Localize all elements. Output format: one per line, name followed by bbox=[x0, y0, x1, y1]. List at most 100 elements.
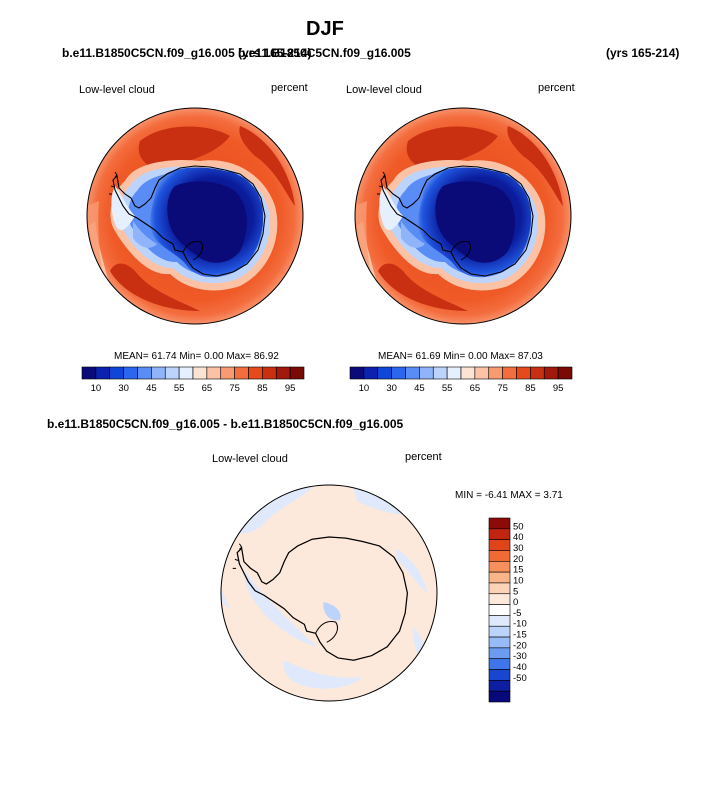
colorbar-tick-label: -15 bbox=[513, 630, 527, 641]
colorbar-box bbox=[349, 366, 365, 380]
panel2-units-label: percent bbox=[538, 82, 575, 94]
colorbar-tick-label: 5 bbox=[513, 586, 518, 597]
colorbar-tick-label: 30 bbox=[513, 543, 524, 554]
diff-case-title: b.e11.B1850C5CN.f09_g16.005 - b.e11.B185… bbox=[47, 417, 404, 431]
diff-units-label: percent bbox=[405, 451, 442, 463]
colorbar-box bbox=[275, 366, 291, 380]
panel2-map bbox=[355, 108, 571, 324]
figure-title: DJF bbox=[306, 18, 344, 40]
panel1-min-label: Min= bbox=[179, 351, 202, 362]
colorbar-tick-label: 10 bbox=[359, 383, 370, 394]
colorbar-box bbox=[488, 625, 511, 638]
colorbar-tick-label: -40 bbox=[513, 662, 527, 673]
colorbar-tick-label: -20 bbox=[513, 640, 527, 651]
colorbar-tick-label: 20 bbox=[513, 554, 524, 565]
colorbar-box bbox=[95, 366, 111, 380]
colorbar-tick-label: 50 bbox=[513, 521, 524, 532]
colorbar-tick-label: -5 bbox=[513, 608, 521, 619]
colorbar-box bbox=[516, 366, 531, 380]
panel1-mean-label: MEAN= bbox=[114, 351, 149, 362]
colorbar-box bbox=[446, 366, 462, 380]
colorbar-tick-label: 10 bbox=[91, 383, 102, 394]
panel2-min-value: 0.00 bbox=[468, 351, 488, 362]
colorbar-box bbox=[488, 690, 511, 703]
colorbar-box bbox=[488, 636, 511, 649]
panel2-case-title: b.e11.B1850C5CN.f09_g16.005 bbox=[238, 46, 411, 60]
colorbar-box bbox=[123, 366, 138, 380]
panel2-years: (yrs 165-214) bbox=[606, 46, 680, 60]
colorbar-tick-label: -30 bbox=[513, 651, 527, 662]
colorbar-box bbox=[405, 366, 420, 380]
colorbar-box bbox=[419, 366, 434, 380]
colorbar-tick-label: 85 bbox=[525, 383, 536, 394]
colorbar-box bbox=[488, 550, 511, 562]
colorbar-box bbox=[192, 366, 208, 380]
colorbar-tick-label: 45 bbox=[146, 383, 157, 394]
diff-map bbox=[221, 485, 437, 701]
colorbar-box bbox=[460, 366, 476, 380]
colorbar-tick-label: 0 bbox=[513, 597, 518, 608]
colorbar-box bbox=[488, 560, 511, 573]
colorbar-tick-label: -50 bbox=[513, 673, 527, 684]
colorbar-box bbox=[234, 366, 249, 380]
colorbar-box bbox=[488, 366, 503, 380]
panel2-map-border bbox=[354, 107, 572, 325]
colorbar-tick-label: 95 bbox=[285, 383, 296, 394]
colorbar-box bbox=[488, 582, 511, 595]
colorbar-tick-label: 65 bbox=[470, 383, 481, 394]
panel2-mean-label: MEAN= bbox=[378, 351, 413, 362]
colorbar-tick-label: 15 bbox=[513, 565, 524, 576]
panel1-variable-label: Low-level cloud bbox=[79, 84, 155, 96]
colorbar-box bbox=[178, 366, 194, 380]
diff-map-border bbox=[220, 484, 438, 702]
colorbar-box bbox=[488, 658, 511, 670]
diff-min-label: MIN = bbox=[455, 490, 482, 501]
panel2-min-label: Min= bbox=[443, 351, 466, 362]
colorbar-tick-label: 10 bbox=[513, 575, 524, 586]
colorbar-box bbox=[289, 366, 305, 380]
diff-min-value: -6.41 bbox=[484, 490, 508, 501]
colorbar-box bbox=[488, 528, 511, 540]
colorbar-box bbox=[488, 669, 511, 681]
colorbar-tick-label: 55 bbox=[442, 383, 453, 394]
colorbar-box bbox=[262, 366, 277, 380]
colorbar-box bbox=[164, 366, 180, 380]
colorbar-box bbox=[488, 680, 511, 692]
panel2-variable-label: Low-level cloud bbox=[346, 84, 422, 96]
panel1-max-value: 86.92 bbox=[253, 351, 279, 362]
diff-variable-label: Low-level cloud bbox=[212, 453, 288, 465]
panel1-stats: MEAN= 61.74 Min= 0.00 Max= 86.92 bbox=[114, 351, 279, 362]
colorbar-box bbox=[502, 366, 517, 380]
colorbar-box bbox=[543, 366, 559, 380]
colorbar-box bbox=[488, 647, 511, 660]
colorbar-box bbox=[391, 366, 406, 380]
colorbar-tick-label: 65 bbox=[202, 383, 213, 394]
panel2-colorbar: 10 30 45 55 65 75 85 95 bbox=[349, 366, 573, 394]
colorbar-tick-label: 75 bbox=[497, 383, 508, 394]
panel1-case-title: b.e11.B1850C5CN.f09_g16.005 (yrs 165-214… bbox=[62, 46, 312, 60]
colorbar-tick-label: 40 bbox=[513, 532, 524, 543]
colorbar-tick-label: 45 bbox=[414, 383, 425, 394]
colorbar-box bbox=[488, 604, 511, 616]
colorbar-box bbox=[530, 366, 545, 380]
panel2-max-label: Max= bbox=[490, 351, 516, 362]
panel2-mean-value: 61.69 bbox=[415, 351, 441, 362]
colorbar-box bbox=[109, 366, 124, 380]
colorbar-tick-label: 75 bbox=[229, 383, 240, 394]
colorbar-box bbox=[488, 615, 511, 627]
panel2-max-value: 87.03 bbox=[517, 351, 543, 362]
colorbar-box bbox=[474, 366, 490, 380]
colorbar-box bbox=[432, 366, 448, 380]
colorbar-box bbox=[557, 366, 573, 380]
panel1-max-label: Max= bbox=[226, 351, 252, 362]
panel1-mean-value: 61.74 bbox=[151, 351, 177, 362]
colorbar-tick-label: -10 bbox=[513, 619, 527, 630]
colorbar-tick-label: 85 bbox=[257, 383, 268, 394]
colorbar-box bbox=[488, 593, 511, 605]
panel2-stats: MEAN= 61.69 Min= 0.00 Max= 87.03 bbox=[378, 351, 543, 362]
colorbar-box bbox=[488, 517, 511, 530]
colorbar-tick-label: 30 bbox=[386, 383, 397, 394]
colorbar-tick-label: 55 bbox=[174, 383, 185, 394]
colorbar-box bbox=[488, 571, 511, 584]
